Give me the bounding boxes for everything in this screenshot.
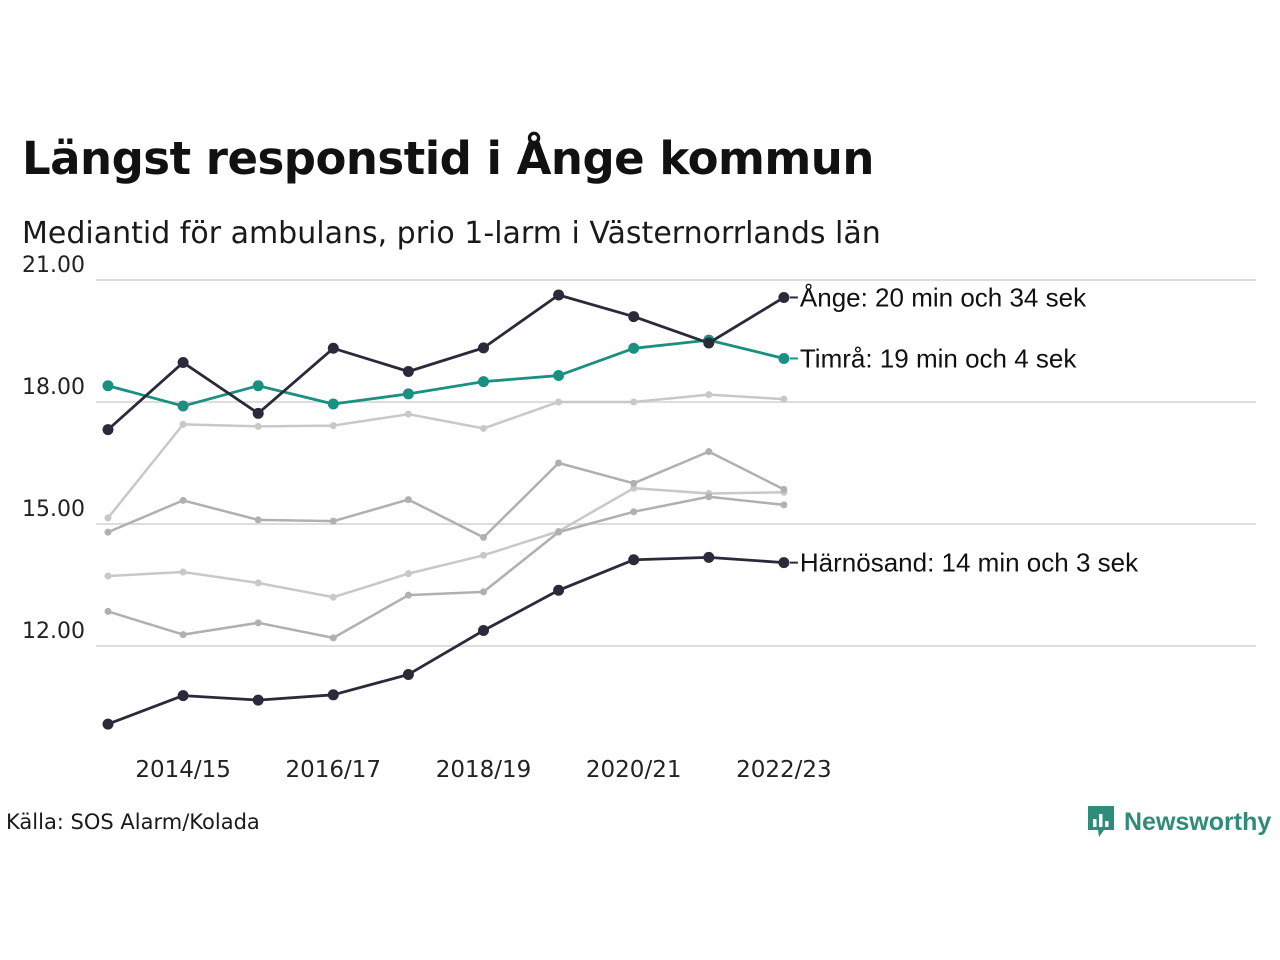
series-härnösand-label: Härnösand: 14 min och 3 sek <box>800 548 1139 578</box>
series-other-point <box>104 607 112 615</box>
series-ånge-line <box>107 293 785 431</box>
series-ånge-point <box>778 291 790 303</box>
series-other-point <box>555 459 563 467</box>
series-other-point <box>404 410 412 418</box>
y-tick-label: 15.00 <box>22 497 85 522</box>
series-härnösand-point <box>628 554 640 566</box>
series-timrå-point <box>252 380 264 392</box>
series-other-line <box>107 495 785 640</box>
series-ånge-point <box>327 342 339 354</box>
series-other-point <box>104 572 112 580</box>
series-other-point <box>780 501 788 509</box>
y-tick-label: 12.00 <box>22 619 85 644</box>
series-timrå-label: Timrå: 19 min och 4 sek <box>800 343 1077 373</box>
series-other-line <box>107 450 785 539</box>
series-other-point <box>630 479 638 487</box>
series-härnösand-point <box>402 668 414 680</box>
series-other-point <box>179 420 187 428</box>
series-other-point <box>179 568 187 576</box>
x-tick-label: 2016/17 <box>286 757 382 783</box>
series-härnösand-point <box>553 584 565 596</box>
series-ånge-point <box>177 357 189 369</box>
x-tick-label: 2018/19 <box>436 757 532 783</box>
series-other-point <box>104 514 112 522</box>
series-timrå-point <box>402 388 414 400</box>
series-timrå-point <box>177 400 189 412</box>
series-ånge-point <box>252 407 264 419</box>
series-other-point <box>480 588 487 596</box>
series-härnösand-line <box>107 555 784 726</box>
series-other-point <box>555 528 563 536</box>
series-other-point <box>404 591 412 599</box>
series-ånge-point <box>402 365 414 377</box>
series-härnösand-point <box>252 694 264 706</box>
y-tick-label: 21.00 <box>22 253 85 278</box>
series-other-point <box>480 533 487 541</box>
chart-subtitle: Mediantid för ambulans, prio 1-larm i Vä… <box>22 216 881 251</box>
series-other-point <box>329 593 337 601</box>
series-other-point <box>179 631 187 639</box>
series-timrå-point <box>778 352 790 364</box>
series-other-point <box>179 496 187 504</box>
series-härnösand-point <box>478 625 489 637</box>
y-tick-label: 18.00 <box>22 375 85 400</box>
series-ånge-point <box>553 289 565 301</box>
line-chart: 12.00 15.00 18.00 21.00 2014/15 2016/17 2018/1… <box>22 253 1256 783</box>
series-ånge-point <box>102 424 114 436</box>
series-timrå-point <box>102 380 114 392</box>
series-timrå-point <box>553 370 565 382</box>
x-tick-label: 2020/21 <box>586 757 682 783</box>
series-härnösand-point <box>177 690 189 702</box>
series-other-point <box>780 395 788 403</box>
series-other-point <box>254 619 262 627</box>
series-other-point <box>705 391 713 399</box>
series-other-point <box>404 496 412 504</box>
series-other-point <box>555 398 563 406</box>
series-härnösand-point <box>327 689 339 701</box>
series-other-point <box>329 634 337 642</box>
series-other-point <box>404 570 412 578</box>
series-other-point <box>480 551 487 559</box>
source-note: Källa: SOS Alarm/Kolada <box>6 810 260 834</box>
x-tick-label: 2014/15 <box>135 757 231 783</box>
series-other-point <box>104 528 112 536</box>
series-other-line <box>107 393 784 519</box>
series-ånge-point <box>478 342 489 354</box>
series-other-point <box>705 448 713 456</box>
series-timrå-point <box>478 376 489 388</box>
series-other-point <box>630 484 638 492</box>
series-timrå-point <box>628 342 640 354</box>
chart-title: Längst responstid i Ånge kommun <box>22 132 874 185</box>
newsworthy-logo-text: Newsworthy <box>1124 807 1272 836</box>
series-other-point <box>254 516 262 524</box>
series-härnösand-point <box>778 557 790 569</box>
series-other-point <box>630 398 638 406</box>
series-härnösand-point <box>102 718 114 730</box>
series-other-point <box>329 517 337 525</box>
series-other-point <box>480 424 487 432</box>
series-other-point <box>254 579 262 587</box>
series-other-point <box>254 422 262 430</box>
newsworthy-logo: Newsworthy <box>1086 804 1271 840</box>
series-ånge-label: Ånge: 20 min och 34 sek <box>800 282 1087 312</box>
series-ånge-point <box>628 311 640 323</box>
x-tick-label: 2022/23 <box>736 757 832 783</box>
series-härnösand-point <box>703 551 715 563</box>
series-other-point <box>705 493 713 501</box>
series-other-point <box>630 508 638 516</box>
series-timrå-point <box>327 398 339 410</box>
series-other-line <box>107 486 784 599</box>
series-other-point <box>780 485 788 493</box>
series-ånge-point <box>703 337 715 349</box>
newsworthy-logo-icon <box>1088 806 1114 837</box>
series-timrå-line <box>107 338 785 408</box>
series-other-point <box>329 422 337 430</box>
